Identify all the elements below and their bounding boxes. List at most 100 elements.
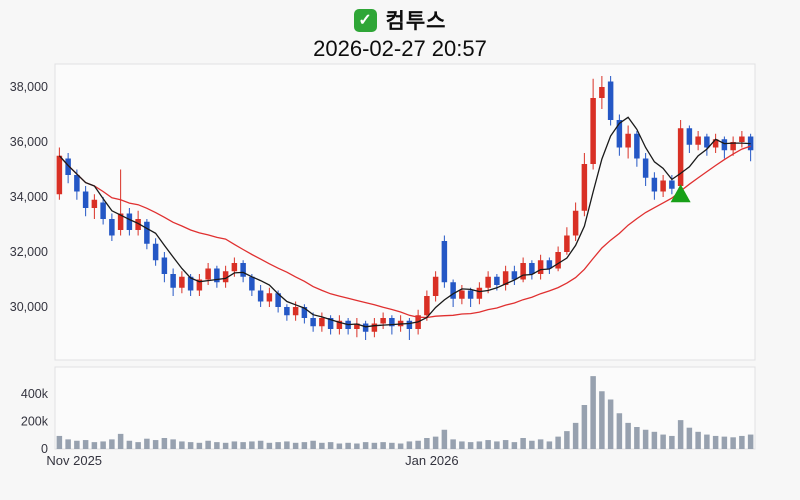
volume-bar (721, 436, 728, 449)
volume-bar (494, 441, 500, 449)
candle-body (424, 296, 430, 316)
volume-bar (581, 405, 588, 449)
candle-body (257, 290, 264, 302)
volume-bar (345, 442, 351, 449)
candle-body (389, 318, 395, 327)
candle-body (354, 323, 360, 329)
volume-bar (450, 439, 456, 449)
candle-body (65, 158, 71, 175)
candle-body (117, 213, 124, 230)
volume-bar (476, 441, 483, 449)
volume-bar (109, 439, 115, 449)
candle-body (222, 271, 229, 283)
stock-name: 컴투스 (385, 10, 447, 33)
volume-bar (284, 441, 290, 449)
volume-bar (467, 442, 474, 449)
volume-bar (327, 442, 334, 449)
checkmark-icon: ✓ (353, 8, 377, 32)
volume-bar (572, 422, 579, 449)
candle-body (599, 87, 605, 98)
candle-body (695, 136, 701, 145)
volume-bar (100, 441, 106, 449)
volume-bar (739, 435, 745, 449)
candle-body (91, 199, 98, 208)
volume-bar (712, 435, 719, 449)
volume-bar (730, 437, 736, 449)
volume-bar (292, 442, 299, 449)
candle-body (441, 241, 448, 283)
candle-body (240, 263, 246, 277)
candle-body (109, 219, 115, 236)
candle-body (161, 257, 168, 274)
candle-body (616, 120, 623, 148)
ma-slow-line (58, 145, 751, 319)
volume-bar (196, 442, 203, 449)
candlestick-volume-chart: 30,000 32,000 34,000 36,000 38,000 0 200k 400k N… (10, 63, 756, 468)
candle-body (100, 202, 106, 219)
volume-bar (511, 442, 518, 449)
candle-body (432, 276, 439, 296)
candle-body (310, 318, 316, 327)
volume-bar (65, 439, 71, 449)
svg-text:34,000: 34,000 (10, 190, 48, 204)
candle-body (450, 282, 456, 299)
candle-body (459, 290, 465, 299)
candle-body (747, 136, 754, 151)
x-axis-labels: Nov 2025 Jan 2026 (46, 453, 458, 468)
candle-body (677, 128, 684, 186)
candle-body (179, 276, 185, 288)
candle-body (371, 323, 378, 332)
candle-body (152, 243, 159, 261)
candle-body (555, 252, 561, 269)
svg-text:Jan 2026: Jan 2026 (405, 453, 459, 468)
volume-bar (170, 439, 176, 449)
candle-body (502, 271, 509, 285)
candle-body (275, 293, 281, 307)
volume-bar (249, 441, 255, 449)
volume-bar (651, 431, 658, 449)
candle-body (660, 180, 666, 192)
volume-bar (555, 436, 561, 449)
volume-bar (607, 399, 614, 449)
volume-bar (187, 442, 194, 449)
candle-body (607, 81, 614, 120)
candle-body (187, 276, 194, 291)
ma-fast-line (58, 116, 751, 328)
volume-bar (74, 440, 80, 449)
svg-text:200k: 200k (21, 415, 49, 429)
candle-body (467, 290, 474, 299)
svg-text:36,000: 36,000 (10, 135, 48, 149)
candle-body (625, 133, 631, 148)
volume-bar (231, 441, 238, 449)
candle-body (82, 191, 89, 208)
price-axis-labels: 30,000 32,000 34,000 36,000 38,000 (10, 80, 48, 314)
volume-bar (135, 442, 141, 449)
volume-bar (747, 434, 754, 449)
candle-body (485, 276, 491, 288)
plot-frames (54, 63, 756, 450)
volume-bar (117, 433, 124, 449)
candle-body (712, 139, 719, 148)
svg-text:400k: 400k (21, 387, 49, 401)
candles-layer (56, 76, 754, 340)
candle-body (634, 133, 640, 159)
candle-body (214, 268, 220, 283)
volume-bar (319, 442, 325, 449)
svg-text:32,000: 32,000 (10, 245, 48, 259)
volume-bar (590, 376, 596, 449)
candle-body (730, 142, 736, 151)
candle-body (406, 320, 413, 329)
candle-body (581, 164, 588, 211)
title-row: ✓ 컴투스 (0, 5, 800, 35)
candle-body (721, 139, 728, 151)
volume-bar (441, 429, 448, 449)
buy-signal-triangle (670, 184, 691, 203)
volume-bar (144, 438, 150, 449)
volume-bar (91, 442, 98, 449)
candle-body (686, 128, 693, 145)
volume-bar (257, 440, 264, 449)
candle-body (651, 177, 658, 192)
volume-bar (677, 420, 684, 449)
volume-bar (152, 440, 159, 449)
volume-bar (179, 441, 185, 449)
